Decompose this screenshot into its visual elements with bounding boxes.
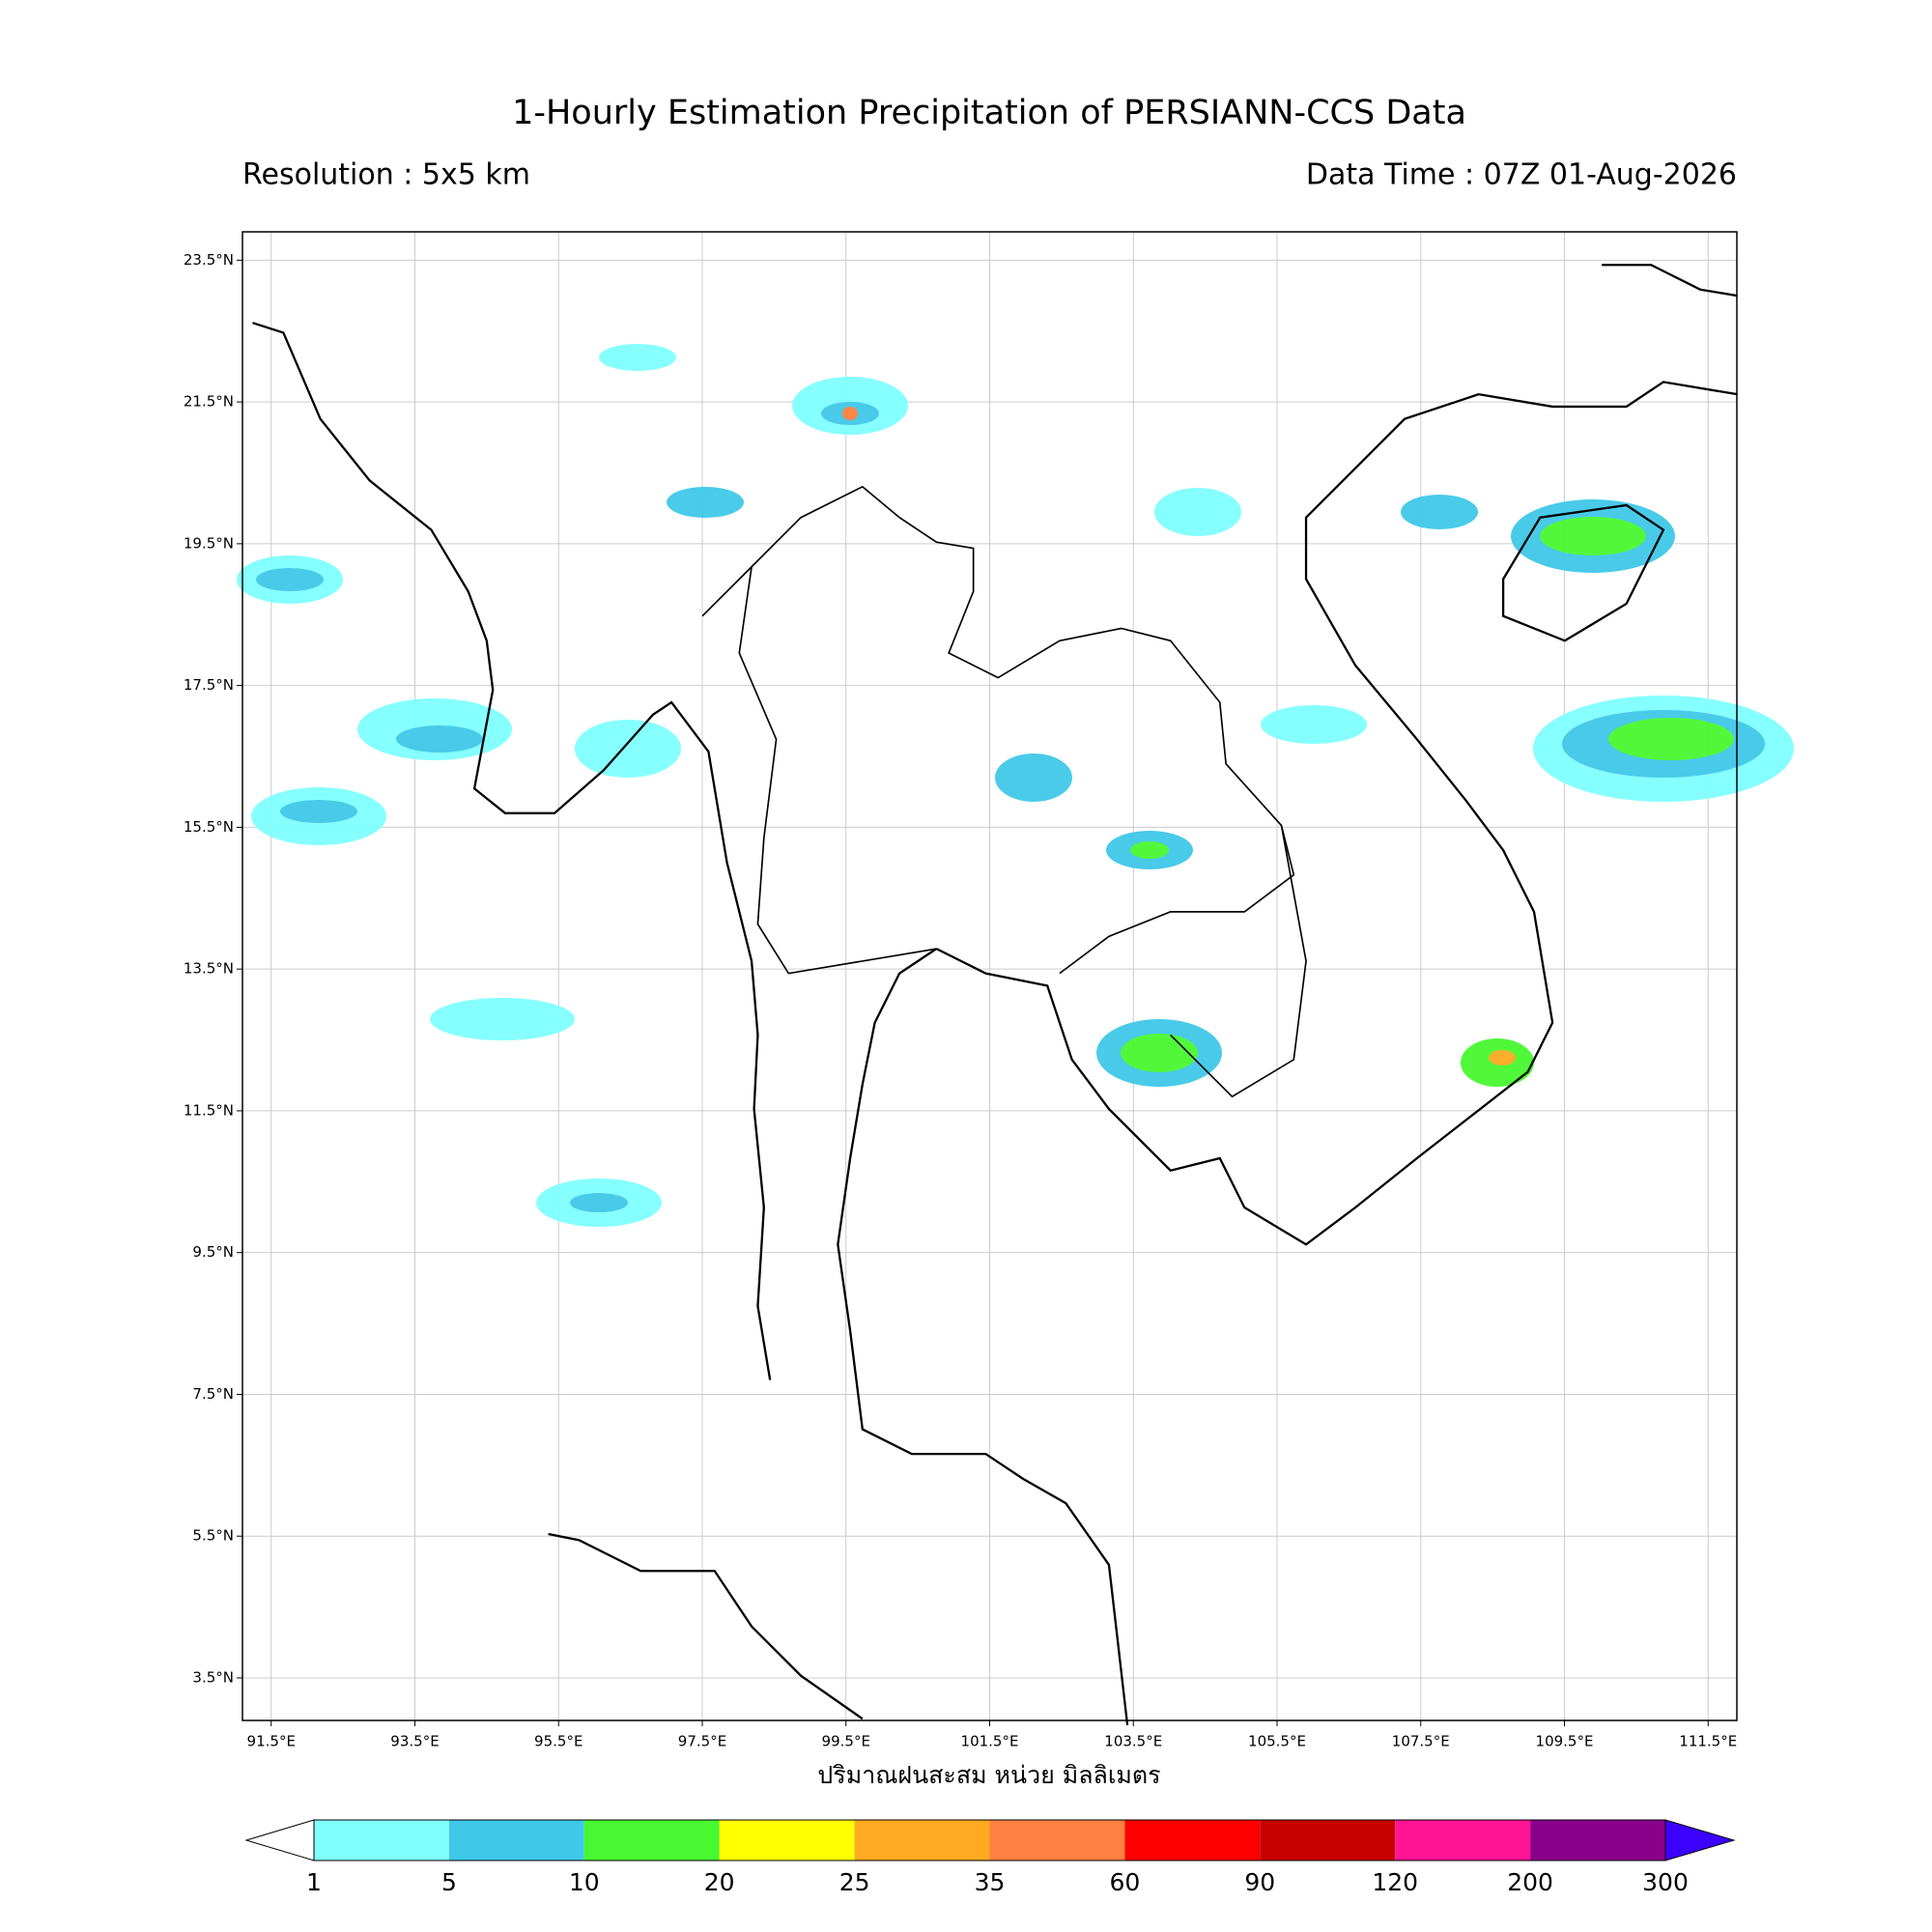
x-tick-label: 109.5°E <box>1536 1733 1594 1750</box>
subtitle-left: Resolution : 5x5 km <box>242 158 530 192</box>
coastline <box>1501 503 1665 642</box>
colorbar-box <box>448 1820 584 1861</box>
border <box>751 485 1295 975</box>
colorbar-tick-label: 20 <box>704 1868 735 1896</box>
x-tick-label: 97.5°E <box>678 1733 726 1750</box>
border <box>701 564 937 975</box>
y-tick-label: 11.5°N <box>184 1101 234 1119</box>
subtitle-right: Data Time : 07Z 01-Aug-2026 <box>1306 158 1737 192</box>
grid <box>242 232 1737 1720</box>
x-tick-label: 103.5°E <box>1104 1733 1162 1750</box>
coastline <box>252 322 772 1380</box>
colorbar-tick-label: 35 <box>975 1868 1006 1896</box>
colorbar-box <box>1395 1820 1531 1861</box>
colorbar-tick-label: 25 <box>839 1868 870 1896</box>
rain-area <box>1261 705 1367 744</box>
rain-area <box>599 344 676 371</box>
rain-area <box>280 800 357 823</box>
colorbar-tick-label: 200 <box>1507 1868 1553 1896</box>
rain-area <box>995 753 1072 802</box>
x-tick-label: 99.5°E <box>822 1733 870 1750</box>
colorbar-tick-label: 300 <box>1642 1868 1689 1896</box>
y-tick-label: 15.5°N <box>184 818 234 836</box>
title: 1-Hourly Estimation Precipitation of PER… <box>512 94 1466 132</box>
y-tick-label: 13.5°N <box>184 960 234 978</box>
rain-area <box>1608 718 1734 760</box>
colorbar-tick-label: 5 <box>441 1868 457 1896</box>
coastline <box>837 948 938 1380</box>
borders <box>701 485 1307 1098</box>
y-tick-label: 9.5°N <box>192 1243 234 1261</box>
coastlines <box>252 264 1738 1725</box>
coastline <box>1602 264 1738 298</box>
y-tick-label: 17.5°N <box>184 676 234 694</box>
colorbar-over <box>1664 1819 1736 1861</box>
rain-area <box>430 998 575 1040</box>
colorbar-box <box>854 1820 990 1861</box>
x-tick-label: 91.5°E <box>247 1733 296 1750</box>
colorbar: 1 5 10 20 25 35 60 90 120 200 300 <box>244 1819 1736 1896</box>
colorbar-box <box>719 1820 855 1861</box>
rain-area <box>575 720 681 778</box>
map-plot <box>237 231 1794 1725</box>
coastline <box>935 381 1738 1246</box>
y-tick-label: 3.5°N <box>192 1668 234 1686</box>
rain-area <box>1401 495 1478 529</box>
x-tick-label: 101.5°E <box>961 1733 1019 1750</box>
y-tick-label: 7.5°N <box>192 1385 234 1403</box>
rain-field <box>237 344 1794 1227</box>
colorbar-tick-label: 60 <box>1109 1868 1140 1896</box>
rain-area <box>1121 1034 1198 1072</box>
y-tick-label: 23.5°N <box>184 251 234 269</box>
y-tick-label: 19.5°N <box>184 534 234 552</box>
colorbar-frame <box>313 1819 1666 1861</box>
colorbar-box <box>1124 1820 1261 1861</box>
rain-area <box>256 568 324 591</box>
colorbar-tick-label: 90 <box>1244 1868 1275 1896</box>
x-tick-label: 111.5°E <box>1679 1733 1737 1750</box>
y-tick-label: 21.5°N <box>184 393 234 411</box>
border <box>1170 825 1307 1098</box>
colorbar-box <box>989 1820 1125 1861</box>
colorbar-tick-label: 120 <box>1372 1868 1418 1896</box>
rain-area <box>396 725 483 753</box>
rain-area <box>1154 488 1241 536</box>
x-tick-label: 107.5°E <box>1392 1733 1450 1750</box>
rain-area <box>1489 1050 1516 1065</box>
x-tick-label: 105.5°E <box>1248 1733 1306 1750</box>
x-axis-label: ปริมาณฝนสะสม หน่วย มิลลิเมตร <box>817 1761 1160 1789</box>
x-tick-label: 93.5°E <box>390 1733 439 1750</box>
colorbar-box <box>1530 1820 1665 1861</box>
rain-area <box>842 407 858 420</box>
rain-area <box>1540 517 1646 555</box>
x-tick-label: 95.5°E <box>534 1733 582 1750</box>
rain-area <box>1130 841 1169 859</box>
coastline <box>855 1379 1129 1725</box>
colorbar-box <box>583 1820 720 1861</box>
colorbar-tick-label: 10 <box>569 1868 600 1896</box>
coastline <box>548 1532 864 1720</box>
colorbar-box <box>314 1820 449 1861</box>
rain-area <box>570 1193 628 1212</box>
y-tick-label: 5.5°N <box>192 1527 234 1545</box>
rain-area <box>667 487 744 518</box>
colorbar-under <box>244 1819 315 1861</box>
colorbar-tick-label: 1 <box>306 1868 322 1896</box>
colorbar-box <box>1260 1820 1396 1861</box>
